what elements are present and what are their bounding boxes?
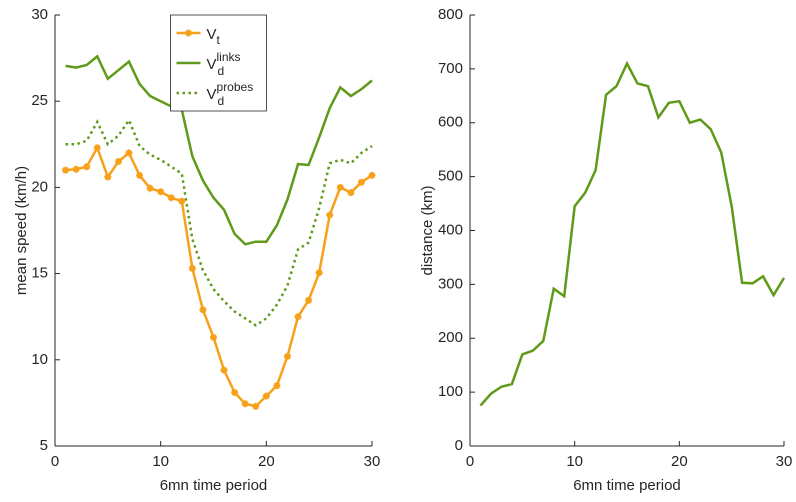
point-marker xyxy=(294,313,302,321)
series-line xyxy=(479,60,786,407)
y-tick-label: 700 xyxy=(438,60,463,77)
point-marker xyxy=(210,333,217,341)
x-tick-label: 0 xyxy=(466,453,474,470)
subplot: 5 10 15 20 25 30 0 10 20 30 6mn time period mean sp… xyxy=(13,6,380,494)
x-tick-label: 30 xyxy=(364,453,381,470)
y-tick-label: 25 xyxy=(31,92,48,109)
point-marker xyxy=(114,158,122,166)
point-marker xyxy=(231,389,239,397)
x-tick-label: 30 xyxy=(776,453,793,470)
point-marker xyxy=(93,144,101,152)
series-line xyxy=(65,144,373,408)
legend-label: Vprobes d xyxy=(207,80,254,108)
y-tick-label: 5 xyxy=(40,437,48,454)
x-tick-label: 10 xyxy=(152,453,169,470)
y-tick-label: 600 xyxy=(438,114,463,131)
y-tick-label: 20 xyxy=(31,178,48,195)
point-marker xyxy=(315,269,323,277)
x-tick-label: 0 xyxy=(51,453,59,470)
point-marker xyxy=(368,171,376,179)
y-tick-label: 30 xyxy=(31,6,48,23)
point-marker xyxy=(273,382,281,390)
legend-marker xyxy=(185,29,192,37)
point-marker xyxy=(83,163,91,171)
y-tick-label: 300 xyxy=(438,275,463,292)
y-tick-label: 400 xyxy=(438,221,463,238)
point-marker xyxy=(283,352,291,360)
y-tick-label: 0 xyxy=(455,437,463,454)
point-marker xyxy=(157,188,165,196)
series-line xyxy=(65,117,373,327)
y-tick-label: 15 xyxy=(31,265,48,282)
point-marker xyxy=(62,166,70,174)
point-marker xyxy=(188,264,196,272)
point-marker xyxy=(305,296,313,304)
point-marker xyxy=(178,197,186,205)
point-marker xyxy=(357,178,365,186)
point-marker xyxy=(252,402,260,410)
x-tick-label: 20 xyxy=(671,453,688,470)
x-axis-label: 6mn time period xyxy=(573,477,681,494)
x-tick-label: 10 xyxy=(566,453,583,470)
y-axis-label: mean speed (km/h) xyxy=(13,166,30,295)
point-marker xyxy=(199,306,207,314)
y-tick-label: 10 xyxy=(31,351,48,368)
point-marker xyxy=(72,165,80,173)
series-line xyxy=(65,54,373,246)
subplot: 0 100 200 300 400 500 600 700 800 0 10 20 30 6mn time… xyxy=(419,6,792,494)
point-marker xyxy=(146,184,154,192)
point-marker xyxy=(326,211,334,219)
y-axis-label: distance (km) xyxy=(419,185,436,275)
point-marker xyxy=(241,400,249,408)
point-marker xyxy=(125,149,133,157)
x-axis-label: 6mn time period xyxy=(160,477,268,494)
legend-label: Vlinks d xyxy=(207,50,241,78)
point-marker xyxy=(220,366,228,374)
legend-label: Vt xyxy=(207,26,221,47)
point-marker xyxy=(262,392,270,400)
x-tick-label: 20 xyxy=(258,453,275,470)
point-marker xyxy=(136,171,144,179)
y-tick-label: 500 xyxy=(438,168,463,185)
point-marker xyxy=(167,194,175,202)
y-tick-label: 800 xyxy=(438,6,463,23)
point-marker xyxy=(336,183,344,191)
point-marker xyxy=(104,173,112,181)
y-tick-label: 100 xyxy=(438,383,463,400)
point-marker xyxy=(347,189,355,197)
y-tick-label: 200 xyxy=(438,329,463,346)
